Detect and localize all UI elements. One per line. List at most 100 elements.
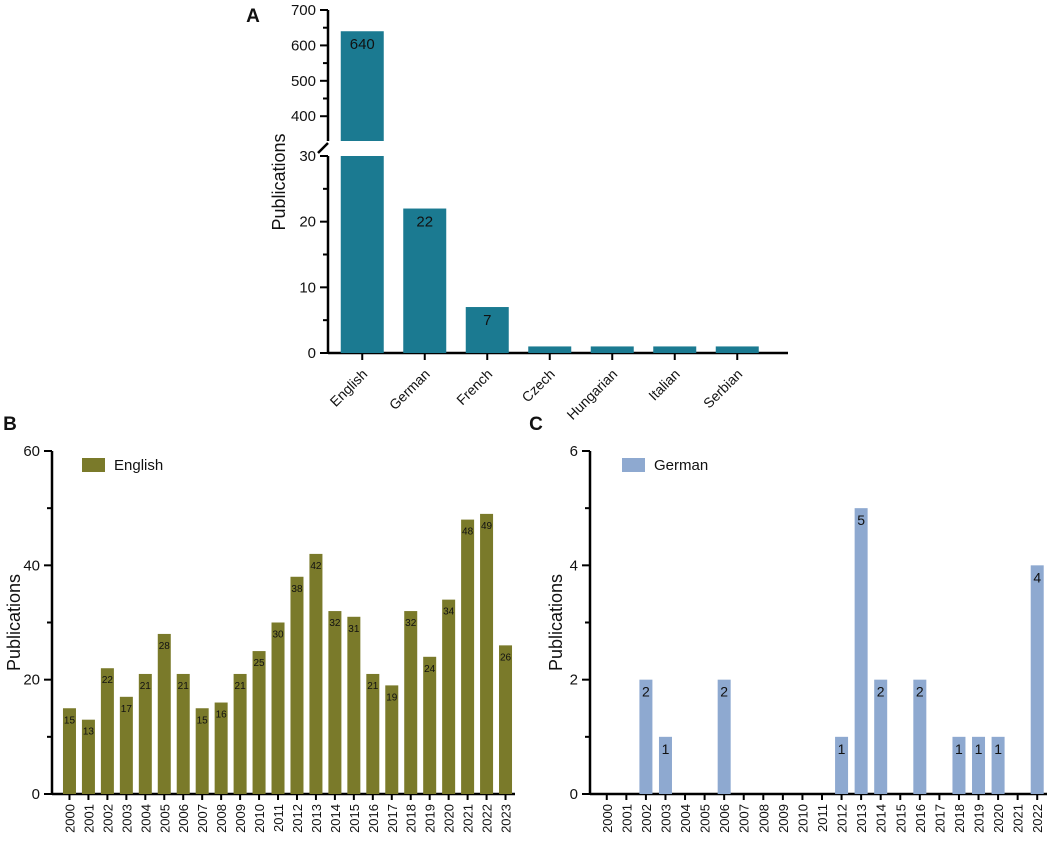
data-label: 2 <box>916 684 924 700</box>
x-tick-label: 2005 <box>698 804 713 833</box>
axis-break-mark <box>317 142 329 154</box>
data-label: 640 <box>350 36 375 53</box>
x-tick-label: 2021 <box>1011 804 1026 833</box>
bar <box>157 633 171 794</box>
x-tick-label: 2015 <box>347 804 362 833</box>
y-axis-label: Publications <box>269 133 289 230</box>
bar <box>423 656 437 794</box>
x-tick-label: 2019 <box>423 804 438 833</box>
x-tick-label: 2013 <box>309 804 324 833</box>
x-tick-label: 2019 <box>972 804 987 833</box>
x-tick-label: 2013 <box>854 804 869 833</box>
bar <box>499 645 513 794</box>
bar <box>214 702 228 794</box>
data-label: 32 <box>405 618 417 629</box>
panel-a-chart: A 0 10 20 30 400 500 600 700 Publications 640 Engli… <box>246 2 788 423</box>
y-axis-label: Publications <box>4 574 24 671</box>
bar <box>195 708 209 794</box>
x-tick-label: 2020 <box>991 804 1006 833</box>
y-tick-label: 0 <box>308 345 316 362</box>
data-label: 26 <box>500 652 512 663</box>
bar <box>854 508 868 794</box>
panel-label: C <box>529 414 543 435</box>
y-tick-label: 10 <box>299 279 316 296</box>
x-tick-label: 2009 <box>233 804 248 833</box>
data-label: 38 <box>291 584 303 595</box>
bar <box>461 519 475 794</box>
panel-c-chart: C 0 2 4 6 Publications German 2000 2001 2 2002 1 200… <box>529 414 1047 833</box>
x-tick-label: 2004 <box>138 804 153 833</box>
data-label: 21 <box>367 681 379 692</box>
panel-b-chart: B 0 20 40 60 Publications English 15 2000 13 2001 2… <box>3 414 515 833</box>
bar <box>366 673 380 794</box>
data-label: 21 <box>235 681 247 692</box>
x-tick-label: 2010 <box>795 804 810 833</box>
x-tick-label: 2022 <box>1030 804 1045 833</box>
x-tick-label: Czech <box>518 366 557 405</box>
data-label: 21 <box>140 681 152 692</box>
x-tick-label: 2003 <box>658 804 673 833</box>
x-tick-label: 2008 <box>756 804 771 833</box>
data-label: 19 <box>386 692 398 703</box>
panel-label: A <box>246 6 260 27</box>
x-tick-label: 2015 <box>893 804 908 833</box>
x-tick-label: German <box>386 366 433 413</box>
x-tick-label: 2010 <box>252 804 267 833</box>
x-tick-label: 2007 <box>737 804 752 833</box>
y-tick-label: 30 <box>299 148 316 165</box>
data-label: 7 <box>483 312 491 329</box>
bar <box>639 679 653 794</box>
bar <box>100 668 114 794</box>
x-tick-label: 2004 <box>678 804 693 833</box>
data-label: 21 <box>178 681 190 692</box>
y-tick-label: 20 <box>299 214 316 231</box>
bar <box>176 673 190 794</box>
data-label: 25 <box>254 658 266 669</box>
legend-label: English <box>114 457 163 474</box>
data-label: 15 <box>64 715 76 726</box>
y-tick-label: 2 <box>570 672 578 689</box>
y-tick-label: 0 <box>32 786 40 803</box>
bar <box>715 346 759 353</box>
x-tick-label: 2000 <box>62 804 77 833</box>
bar <box>653 346 697 353</box>
y-tick-label: 600 <box>291 37 316 54</box>
bar <box>442 599 456 794</box>
bar <box>991 736 1005 794</box>
y-axis-label: Publications <box>546 574 566 671</box>
bar <box>340 31 384 142</box>
x-tick-label: 2014 <box>874 804 889 833</box>
bar <box>340 156 384 353</box>
data-label: 28 <box>159 641 171 652</box>
bar <box>309 553 323 794</box>
data-label: 42 <box>310 561 322 572</box>
bar <box>403 208 447 353</box>
y-tick-label: 40 <box>23 557 40 574</box>
x-tick-label: 2023 <box>499 804 514 833</box>
legend-swatch <box>622 458 645 472</box>
bar <box>138 673 152 794</box>
x-tick-label: 2018 <box>404 804 419 833</box>
bar <box>233 673 247 794</box>
bar <box>658 736 672 794</box>
bar <box>1030 565 1044 794</box>
x-tick-label: 2018 <box>952 804 967 833</box>
bar <box>913 679 927 794</box>
x-tick-label: 2012 <box>835 804 850 833</box>
bar <box>81 719 95 794</box>
data-label: 1 <box>955 741 963 757</box>
data-label: 22 <box>102 675 114 686</box>
data-label: 1 <box>994 741 1002 757</box>
x-tick-label: 2006 <box>176 804 191 833</box>
x-tick-label: 2011 <box>271 804 286 832</box>
x-tick-label: 2009 <box>776 804 791 833</box>
data-label: 34 <box>443 607 455 618</box>
x-tick-label: Hungarian <box>563 366 620 423</box>
x-tick-label: 2002 <box>100 804 115 833</box>
x-tick-label: 2016 <box>913 804 928 833</box>
bar <box>528 346 572 353</box>
bar <box>590 346 634 353</box>
data-label: 49 <box>481 521 493 532</box>
panel-label: B <box>3 414 17 435</box>
data-label: 2 <box>642 684 650 700</box>
